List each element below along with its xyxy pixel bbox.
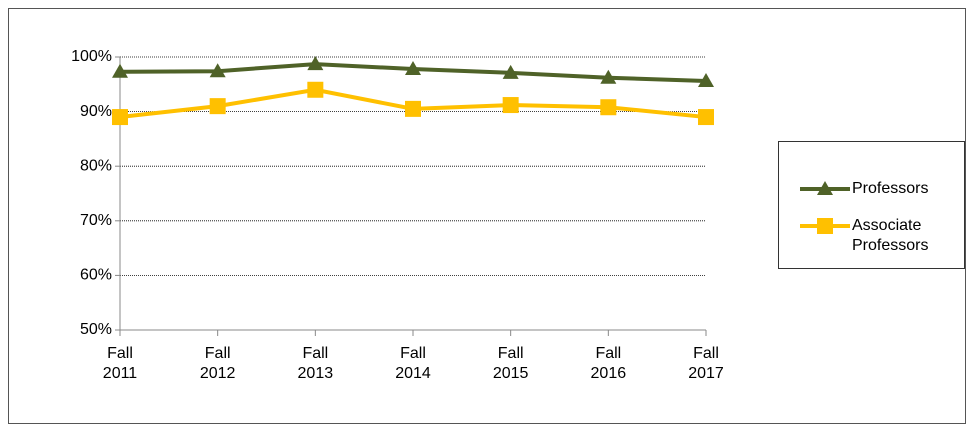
x-tick-label: Fall 2016	[590, 345, 627, 382]
legend-marker	[817, 181, 833, 195]
x-tick-label: Fall 2014	[395, 345, 431, 382]
chart-border	[8, 8, 966, 424]
legend-marker	[817, 218, 833, 234]
marker	[112, 109, 128, 126]
legend-box	[778, 141, 965, 269]
y-tick-label: 60%	[80, 267, 112, 284]
legend-label: Associate Professors	[852, 217, 929, 254]
marker	[307, 81, 324, 98]
legend-label: Professors	[852, 180, 929, 197]
x-tick-label: Fall 2017	[688, 345, 724, 382]
x-tick-label: Fall 2011	[102, 345, 138, 382]
marker	[307, 56, 324, 71]
y-tick-label: 80%	[80, 157, 112, 174]
marker	[698, 73, 714, 88]
marker	[112, 63, 128, 78]
x-tick-label: Fall 2013	[297, 345, 334, 382]
marker	[502, 97, 519, 114]
y-tick-label: 50%	[80, 321, 112, 338]
marker	[405, 100, 421, 117]
marker	[209, 98, 226, 115]
marker	[502, 64, 519, 79]
y-tick-label: 70%	[80, 212, 112, 229]
y-tick-label: 90%	[80, 103, 112, 120]
x-tick-label: Fall 2012	[199, 345, 236, 382]
marker	[698, 109, 714, 126]
y-tick-label: 100%	[71, 48, 112, 65]
marker	[209, 63, 226, 78]
marker	[405, 61, 421, 76]
marker	[600, 99, 617, 116]
x-tick-label: Fall 2015	[492, 345, 529, 382]
marker	[600, 69, 617, 84]
